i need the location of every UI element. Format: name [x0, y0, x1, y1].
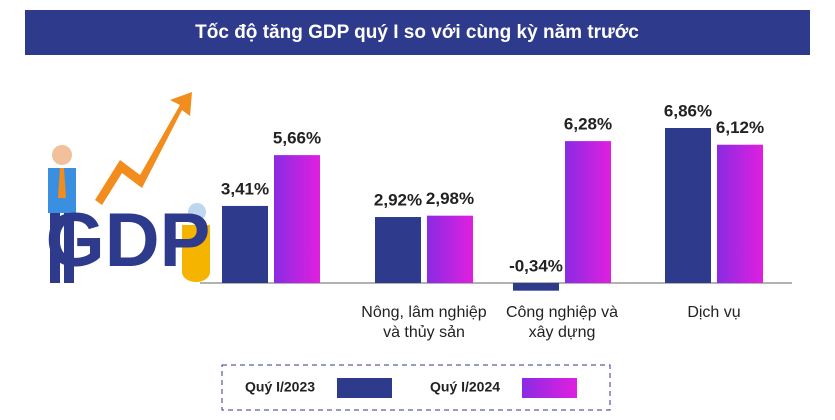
value-label: 3,41%: [221, 179, 269, 198]
category-label: Dịch vụ: [687, 304, 741, 321]
bar: [665, 128, 711, 283]
bar: [222, 205, 268, 283]
bar: [274, 155, 320, 283]
category-label: Nông, lâm nghiệp và thủy sản: [361, 304, 487, 341]
value-label: -0,34%: [509, 256, 563, 275]
illustration-text: GDP: [46, 198, 211, 283]
legend-swatch: [522, 378, 577, 398]
category-label: Công nghiệp và xây dựng: [505, 304, 619, 341]
legend-label: Quý I/2024: [430, 379, 500, 395]
value-label: 5,66%: [273, 129, 321, 148]
value-label: 6,12%: [716, 118, 764, 137]
value-label: 2,98%: [426, 189, 474, 208]
bar: [513, 283, 559, 291]
chart-title: Tốc độ tăng GDP quý I so với cùng kỳ năm…: [195, 22, 639, 43]
legend-label: Quý I/2023: [245, 379, 315, 395]
bar: [427, 215, 473, 283]
value-label: 6,86%: [664, 101, 712, 120]
bar: [565, 141, 611, 283]
legend-swatch: [337, 378, 392, 398]
legend-box: [221, 364, 611, 411]
bar: [375, 217, 421, 283]
bar: [717, 144, 763, 283]
value-label: 2,92%: [374, 191, 422, 210]
value-label: 6,28%: [564, 115, 612, 134]
illustration: [48, 92, 210, 283]
title-banner: [25, 10, 810, 55]
